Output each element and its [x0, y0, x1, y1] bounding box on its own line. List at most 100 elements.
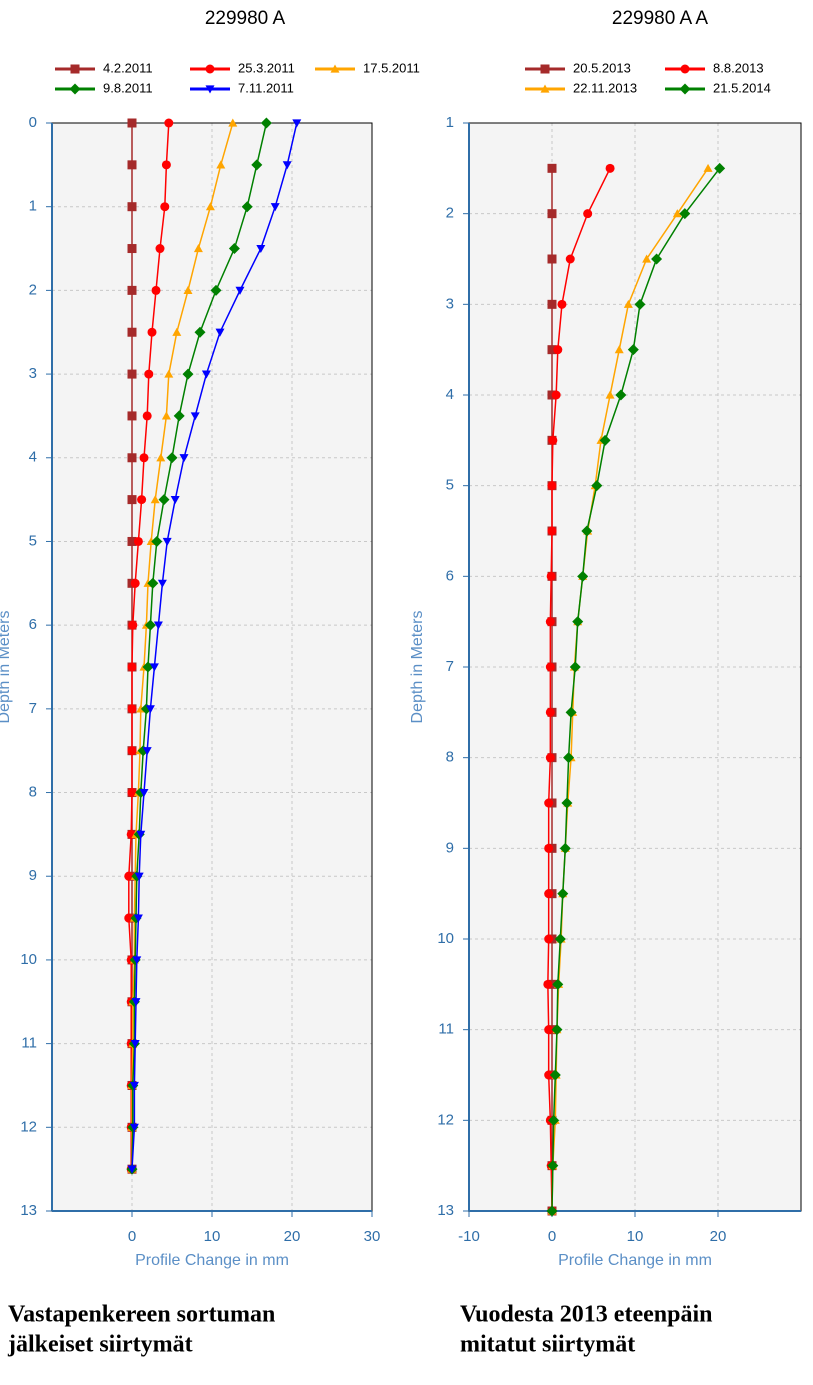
marker: [614, 345, 624, 354]
marker: [634, 298, 646, 310]
marker: [193, 244, 203, 253]
marker: [557, 299, 567, 309]
marker: [129, 1081, 139, 1090]
marker: [215, 328, 225, 337]
marker: [129, 1123, 139, 1132]
marker: [679, 208, 691, 220]
marker: [149, 663, 159, 672]
marker: [554, 933, 566, 945]
y-tick-label: 3: [446, 295, 454, 312]
marker: [137, 495, 147, 505]
y-tick-label: 8: [446, 749, 454, 766]
marker: [569, 661, 581, 673]
legend-marker: [69, 83, 81, 95]
marker: [543, 979, 553, 989]
x-tick-label: -10: [458, 1228, 480, 1245]
marker: [166, 452, 178, 464]
marker: [615, 389, 627, 401]
y-tick-label: 6: [29, 616, 37, 633]
marker: [552, 978, 564, 990]
marker: [139, 453, 149, 463]
marker: [651, 253, 663, 265]
y-tick-label: 7: [29, 700, 37, 717]
marker: [627, 344, 639, 356]
marker: [547, 209, 557, 219]
marker: [158, 494, 170, 506]
y-tick-label: 8: [29, 784, 37, 801]
marker: [563, 752, 575, 764]
marker: [583, 209, 593, 219]
marker: [545, 753, 555, 763]
marker: [161, 411, 171, 420]
caption: Vuodesta 2013 eteenpäin: [460, 1302, 712, 1328]
legend-label: 8.8.2013: [713, 60, 764, 75]
marker: [642, 254, 652, 263]
marker: [173, 410, 185, 422]
marker: [623, 299, 633, 308]
legend-marker: [540, 64, 550, 74]
legend-marker: [205, 85, 215, 94]
y-tick-label: 2: [446, 205, 454, 222]
marker: [182, 368, 194, 380]
marker: [557, 888, 569, 900]
series-line: [131, 122, 234, 1170]
x-tick-label: 20: [710, 1228, 727, 1245]
series-line: [551, 167, 721, 1212]
marker: [714, 162, 726, 174]
marker: [128, 620, 138, 630]
x-axis-label: Profile Change in mm: [558, 1252, 712, 1269]
marker: [201, 370, 211, 379]
marker: [251, 159, 263, 171]
marker: [672, 209, 682, 218]
marker: [127, 160, 137, 170]
marker: [170, 496, 180, 505]
legend-label: 20.5.2013: [573, 60, 631, 75]
marker: [131, 998, 141, 1007]
marker: [547, 481, 557, 491]
marker: [545, 617, 555, 627]
marker: [162, 537, 172, 546]
marker: [127, 411, 137, 421]
marker: [127, 746, 137, 756]
marker: [127, 495, 137, 505]
x-tick-label: 10: [627, 1228, 644, 1245]
marker: [147, 327, 157, 337]
marker: [605, 390, 615, 399]
legend-marker: [679, 83, 691, 95]
series-line: [131, 122, 268, 1170]
marker: [559, 842, 571, 854]
marker: [581, 525, 593, 537]
marker: [703, 163, 713, 172]
marker: [127, 788, 137, 798]
y-tick-label: 2: [29, 281, 37, 298]
marker: [133, 914, 143, 923]
marker: [164, 118, 174, 128]
marker: [136, 830, 146, 839]
marker: [544, 843, 554, 853]
marker: [153, 621, 163, 630]
y-tick-label: 10: [20, 951, 37, 968]
marker: [133, 536, 143, 546]
y-tick-label: 1: [446, 114, 454, 131]
legend-label: 21.5.2014: [713, 80, 771, 95]
marker: [544, 934, 554, 944]
y-tick-label: 4: [29, 449, 37, 466]
series-line: [131, 122, 298, 1170]
x-axis-label: Profile Change in mm: [135, 1252, 289, 1269]
marker: [160, 202, 170, 212]
x-tick-label: 0: [548, 1228, 556, 1245]
marker: [547, 163, 557, 173]
marker: [142, 747, 152, 756]
marker: [565, 254, 575, 264]
marker: [551, 390, 561, 400]
marker: [127, 662, 137, 672]
marker: [127, 285, 137, 295]
y-tick-label: 5: [446, 477, 454, 494]
marker: [127, 118, 137, 128]
marker: [572, 616, 584, 628]
marker: [599, 434, 611, 446]
x-tick-label: 10: [204, 1228, 221, 1245]
y-tick-label: 7: [446, 658, 454, 675]
marker: [545, 707, 555, 717]
legend-label: 17.5.2011: [363, 60, 420, 75]
